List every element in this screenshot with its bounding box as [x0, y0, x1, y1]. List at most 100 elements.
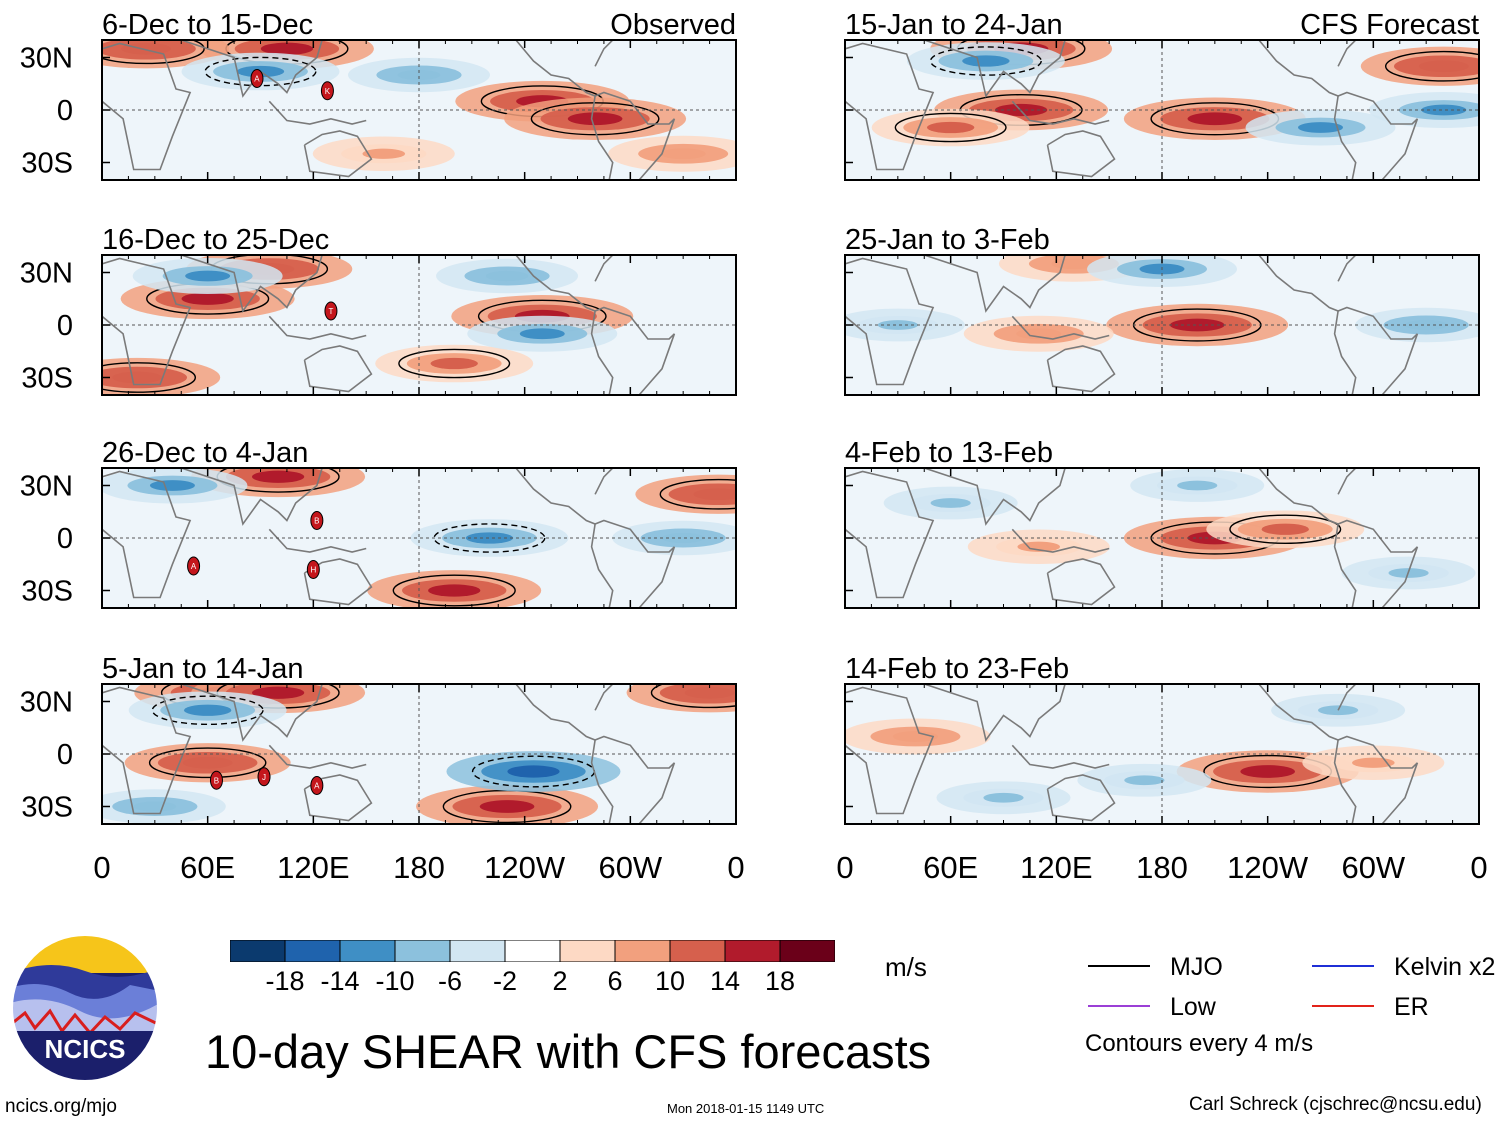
- anomaly-core: [1169, 318, 1225, 332]
- y-tick-label: 30S: [21, 576, 73, 608]
- y-tick-label: 30S: [21, 363, 73, 395]
- coastline: [268, 100, 367, 125]
- colorbar-tick-label: -14: [320, 966, 360, 996]
- mjo-contour: [102, 362, 197, 393]
- coastline: [268, 315, 367, 340]
- x-tick-label: 0: [727, 850, 744, 885]
- y-tick-label: 0: [57, 95, 73, 127]
- storm-letter: J: [262, 773, 266, 782]
- storm-marker: [209, 770, 223, 790]
- coastline: [1046, 130, 1116, 178]
- coastline: [590, 523, 614, 608]
- mjo-contour: [433, 523, 546, 553]
- colorbar-tick-label: -10: [375, 966, 415, 996]
- coastline: [1258, 468, 1419, 608]
- colorbar-tick-label: 10: [654, 966, 686, 996]
- anomaly-core: [465, 532, 514, 544]
- coastline: [594, 684, 614, 711]
- anomaly-core: [877, 320, 918, 330]
- storm-letter: A: [254, 75, 260, 84]
- coastline: [181, 468, 323, 526]
- coastline: [845, 257, 935, 386]
- panel-7-field: [845, 468, 1479, 608]
- legend-line-mjo: [1088, 965, 1150, 967]
- panel-period-title: 25-Jan to 3-Feb: [845, 224, 1050, 256]
- panel-6-field: [845, 255, 1479, 395]
- colorbar-box: [779, 939, 836, 963]
- colorbar-tick-label: -2: [492, 966, 517, 996]
- colorbar: [229, 939, 836, 967]
- y-tick-label: 30N: [20, 687, 73, 719]
- anomaly-core: [507, 765, 560, 778]
- coastline: [1333, 523, 1357, 608]
- panel-period-title: 26-Dec to 4-Jan: [102, 437, 308, 469]
- anomaly-core: [693, 488, 736, 501]
- coastline: [924, 468, 1066, 526]
- y-tick-label: 0: [57, 739, 73, 771]
- legend-label: Kelvin x2: [1394, 953, 1496, 981]
- coastline: [590, 310, 614, 395]
- coastline: [845, 42, 935, 171]
- mjo-contour: [1384, 50, 1479, 82]
- anomaly-core: [1187, 112, 1243, 126]
- y-tick-label: 30N: [20, 471, 73, 503]
- coastline: [590, 739, 614, 824]
- coastline: [1333, 310, 1357, 395]
- legend-label: Low: [1170, 993, 1216, 1021]
- colorbar-box: [449, 939, 506, 963]
- storm-letter: T: [328, 307, 333, 316]
- panel-1-field: AK: [102, 40, 736, 180]
- storm-marker: [306, 560, 320, 579]
- colorbar-tick-label: -6: [437, 966, 462, 996]
- mjo-contour: [530, 102, 660, 136]
- storm-marker: [250, 69, 264, 88]
- colorbar-tick-label: -18: [265, 966, 305, 996]
- storm-letter: B: [314, 517, 319, 526]
- x-tick-label: 0: [93, 850, 110, 885]
- mjo-contour: [392, 574, 516, 607]
- site-url[interactable]: ncics.org/mjo: [5, 1096, 117, 1117]
- coastline: [102, 42, 192, 171]
- y-tick-label: 30S: [21, 792, 73, 824]
- anomaly-core: [519, 328, 565, 340]
- author-credit: Carl Schreck (cjschrec@ncsu.edu): [1189, 1094, 1482, 1115]
- anomaly-core: [892, 731, 938, 742]
- coastline: [102, 257, 192, 386]
- panel-2-field: T: [102, 255, 736, 395]
- y-tick-label: 30N: [20, 258, 73, 290]
- anomaly-core: [1240, 765, 1295, 778]
- coastline: [303, 345, 373, 393]
- x-tick-label: 60E: [923, 850, 978, 885]
- anomaly-core: [567, 112, 623, 126]
- coastline: [515, 255, 676, 395]
- forecast-header: CFS Forecast: [1300, 9, 1479, 41]
- storm-letter: A: [314, 782, 320, 791]
- anomaly-core: [121, 42, 171, 55]
- coastline: [1333, 739, 1357, 824]
- coastline: [181, 684, 323, 742]
- x-tick-label: 120W: [484, 850, 566, 885]
- coastline: [1011, 100, 1110, 125]
- anomaly-core: [983, 792, 1024, 803]
- observed-header: Observed: [610, 9, 736, 41]
- mjo-contour: [398, 348, 511, 379]
- coastline: [1333, 95, 1357, 180]
- colorbar-tick-label: 14: [709, 966, 741, 996]
- panel-5-field: [845, 40, 1479, 180]
- storm-marker: [187, 556, 201, 576]
- anomaly-core: [260, 42, 314, 55]
- mjo-contour: [1229, 514, 1342, 545]
- x-tick-label: 0: [836, 850, 853, 885]
- mjo-contour: [151, 695, 264, 726]
- colorbar-box: [504, 939, 561, 963]
- anomaly-core: [660, 148, 706, 160]
- main-title: 10-day SHEAR with CFS forecasts: [205, 1025, 932, 1078]
- coastline: [303, 774, 373, 822]
- panel-period-title: 5-Jan to 14-Jan: [102, 653, 304, 685]
- coastline: [845, 470, 935, 599]
- coastline: [924, 684, 1066, 742]
- anomaly-core: [133, 801, 177, 812]
- mjo-contour: [148, 747, 267, 779]
- coastline: [924, 255, 1066, 313]
- coastline: [181, 255, 323, 313]
